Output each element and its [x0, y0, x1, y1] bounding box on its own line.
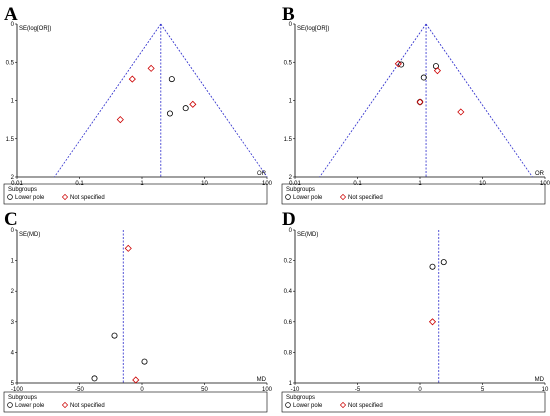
funnel-right-line-b	[425, 23, 533, 178]
y-tick-label-c: 1	[11, 259, 15, 265]
legend-marker-not-specified-b	[339, 193, 347, 201]
y-tick-label-b: 0.5	[284, 60, 293, 66]
x-tick-label-c: -50	[75, 387, 84, 393]
y-tick-label-a: 0.5	[6, 60, 15, 66]
study-point-lower-pole-b	[398, 61, 405, 68]
legend-marker-not-specified-c	[61, 401, 69, 409]
x-tick-label-d: 5	[481, 387, 485, 393]
study-point-lower-pole-b	[420, 74, 427, 81]
y-tick-label-c: 3	[11, 320, 15, 326]
y-tick-label-a: 0	[11, 22, 15, 28]
study-point-lower-pole-c	[91, 375, 98, 382]
x-tick-label-c: 100	[262, 387, 273, 393]
y-axis-label-d: SE(MD)	[297, 232, 318, 238]
x-axis-label-c: MD	[257, 377, 267, 383]
legend-marker-lower-pole-b	[285, 194, 291, 200]
legend-label-not-specified-c: Not specified	[70, 403, 105, 409]
study-point-not-specified-a	[189, 100, 197, 108]
panel-label-c: C	[4, 209, 18, 230]
legend-label-lower-pole-d: Lower pole	[293, 403, 323, 409]
legend-box-b	[281, 183, 546, 205]
legend-box-a	[3, 183, 268, 205]
y-tick-label-d: 0	[289, 228, 293, 234]
y-tick-label-b: 1	[289, 99, 293, 105]
x-tick-label-a: 100	[262, 181, 273, 187]
x-axis-label-b: OR	[535, 171, 545, 177]
x-tick-label-d: -10	[291, 387, 300, 393]
x-tick-label-c: -100	[11, 387, 24, 393]
funnel-left-line-b	[319, 23, 427, 178]
y-tick-label-a: 1	[11, 99, 15, 105]
study-point-lower-pole-d	[429, 263, 436, 270]
x-tick-label-d: -5	[355, 387, 361, 393]
legend-marker-lower-pole-d	[285, 402, 291, 408]
y-tick-label-d: 0.6	[284, 320, 293, 326]
legend-marker-lower-pole-c	[7, 402, 13, 408]
x-tick-label-c: 0	[140, 387, 144, 393]
y-tick-label-c: 4	[11, 350, 15, 356]
legend-marker-not-specified-a	[61, 193, 69, 201]
legend-marker-lower-pole-a	[7, 194, 13, 200]
legend-label-lower-pole-a: Lower pole	[15, 195, 45, 201]
panel-label-a: A	[4, 4, 18, 25]
legend-marker-not-specified-d	[339, 401, 347, 409]
y-tick-label-b: 1.5	[284, 137, 293, 143]
study-point-lower-pole-b	[416, 99, 423, 106]
legend-title-b: Subgroups	[286, 187, 315, 193]
study-point-not-specified-c	[132, 376, 140, 384]
y-tick-label-c: 2	[11, 289, 15, 295]
funnel-right-line-a	[160, 23, 268, 178]
legend-title-a: Subgroups	[8, 187, 37, 193]
legend-box-d	[281, 391, 546, 413]
legend-title-d: Subgroups	[286, 395, 315, 401]
study-point-lower-pole-c	[141, 358, 148, 365]
y-tick-label-c: 0	[11, 228, 15, 234]
legend-label-not-specified-d: Not specified	[348, 403, 383, 409]
y-tick-label-d: 0.8	[284, 350, 293, 356]
y-tick-label-c: 5	[11, 381, 15, 387]
y-tick-label-d: 0.2	[284, 259, 293, 265]
study-point-not-specified-a	[128, 75, 136, 83]
legend-label-not-specified-a: Not specified	[70, 195, 105, 201]
study-point-lower-pole-c	[111, 332, 118, 339]
study-point-not-specified-a	[147, 64, 155, 72]
study-point-lower-pole-a	[168, 76, 175, 83]
study-point-not-specified-b	[416, 98, 424, 106]
study-point-not-specified-b	[457, 108, 465, 116]
x-tick-label-d: 0	[418, 387, 422, 393]
study-point-lower-pole-d	[440, 259, 447, 266]
funnel-left-line-a	[54, 23, 162, 178]
y-tick-label-a: 2	[11, 175, 15, 181]
y-axis-label-a: SE(log[OR])	[19, 26, 51, 32]
panel-label-d: D	[282, 209, 296, 230]
y-axis-label-c: SE(MD)	[19, 232, 40, 238]
panel-label-b: B	[282, 4, 295, 25]
legend-label-lower-pole-c: Lower pole	[15, 403, 45, 409]
y-axis-label-b: SE(log[OR])	[297, 26, 329, 32]
y-tick-label-b: 0	[289, 22, 293, 28]
study-point-not-specified-b	[394, 60, 402, 68]
x-axis-label-a: OR	[257, 171, 267, 177]
study-point-not-specified-c	[124, 244, 132, 252]
y-tick-label-d: 0.4	[284, 289, 293, 295]
legend-box-c	[3, 391, 268, 413]
x-tick-label-d: 10	[542, 387, 549, 393]
y-tick-label-b: 2	[289, 175, 293, 181]
study-point-not-specified-b	[433, 67, 441, 75]
x-tick-label-c: 50	[201, 387, 208, 393]
legend-label-lower-pole-b: Lower pole	[293, 195, 323, 201]
x-axis-label-d: MD	[535, 377, 545, 383]
y-tick-label-a: 1.5	[6, 137, 15, 143]
study-point-not-specified-a	[116, 116, 124, 124]
y-tick-label-d: 1	[289, 381, 293, 387]
study-point-not-specified-d	[428, 318, 437, 326]
legend-title-c: Subgroups	[8, 395, 37, 401]
legend-label-not-specified-b: Not specified	[348, 195, 383, 201]
study-point-lower-pole-a	[182, 105, 189, 112]
study-point-lower-pole-a	[166, 110, 173, 117]
